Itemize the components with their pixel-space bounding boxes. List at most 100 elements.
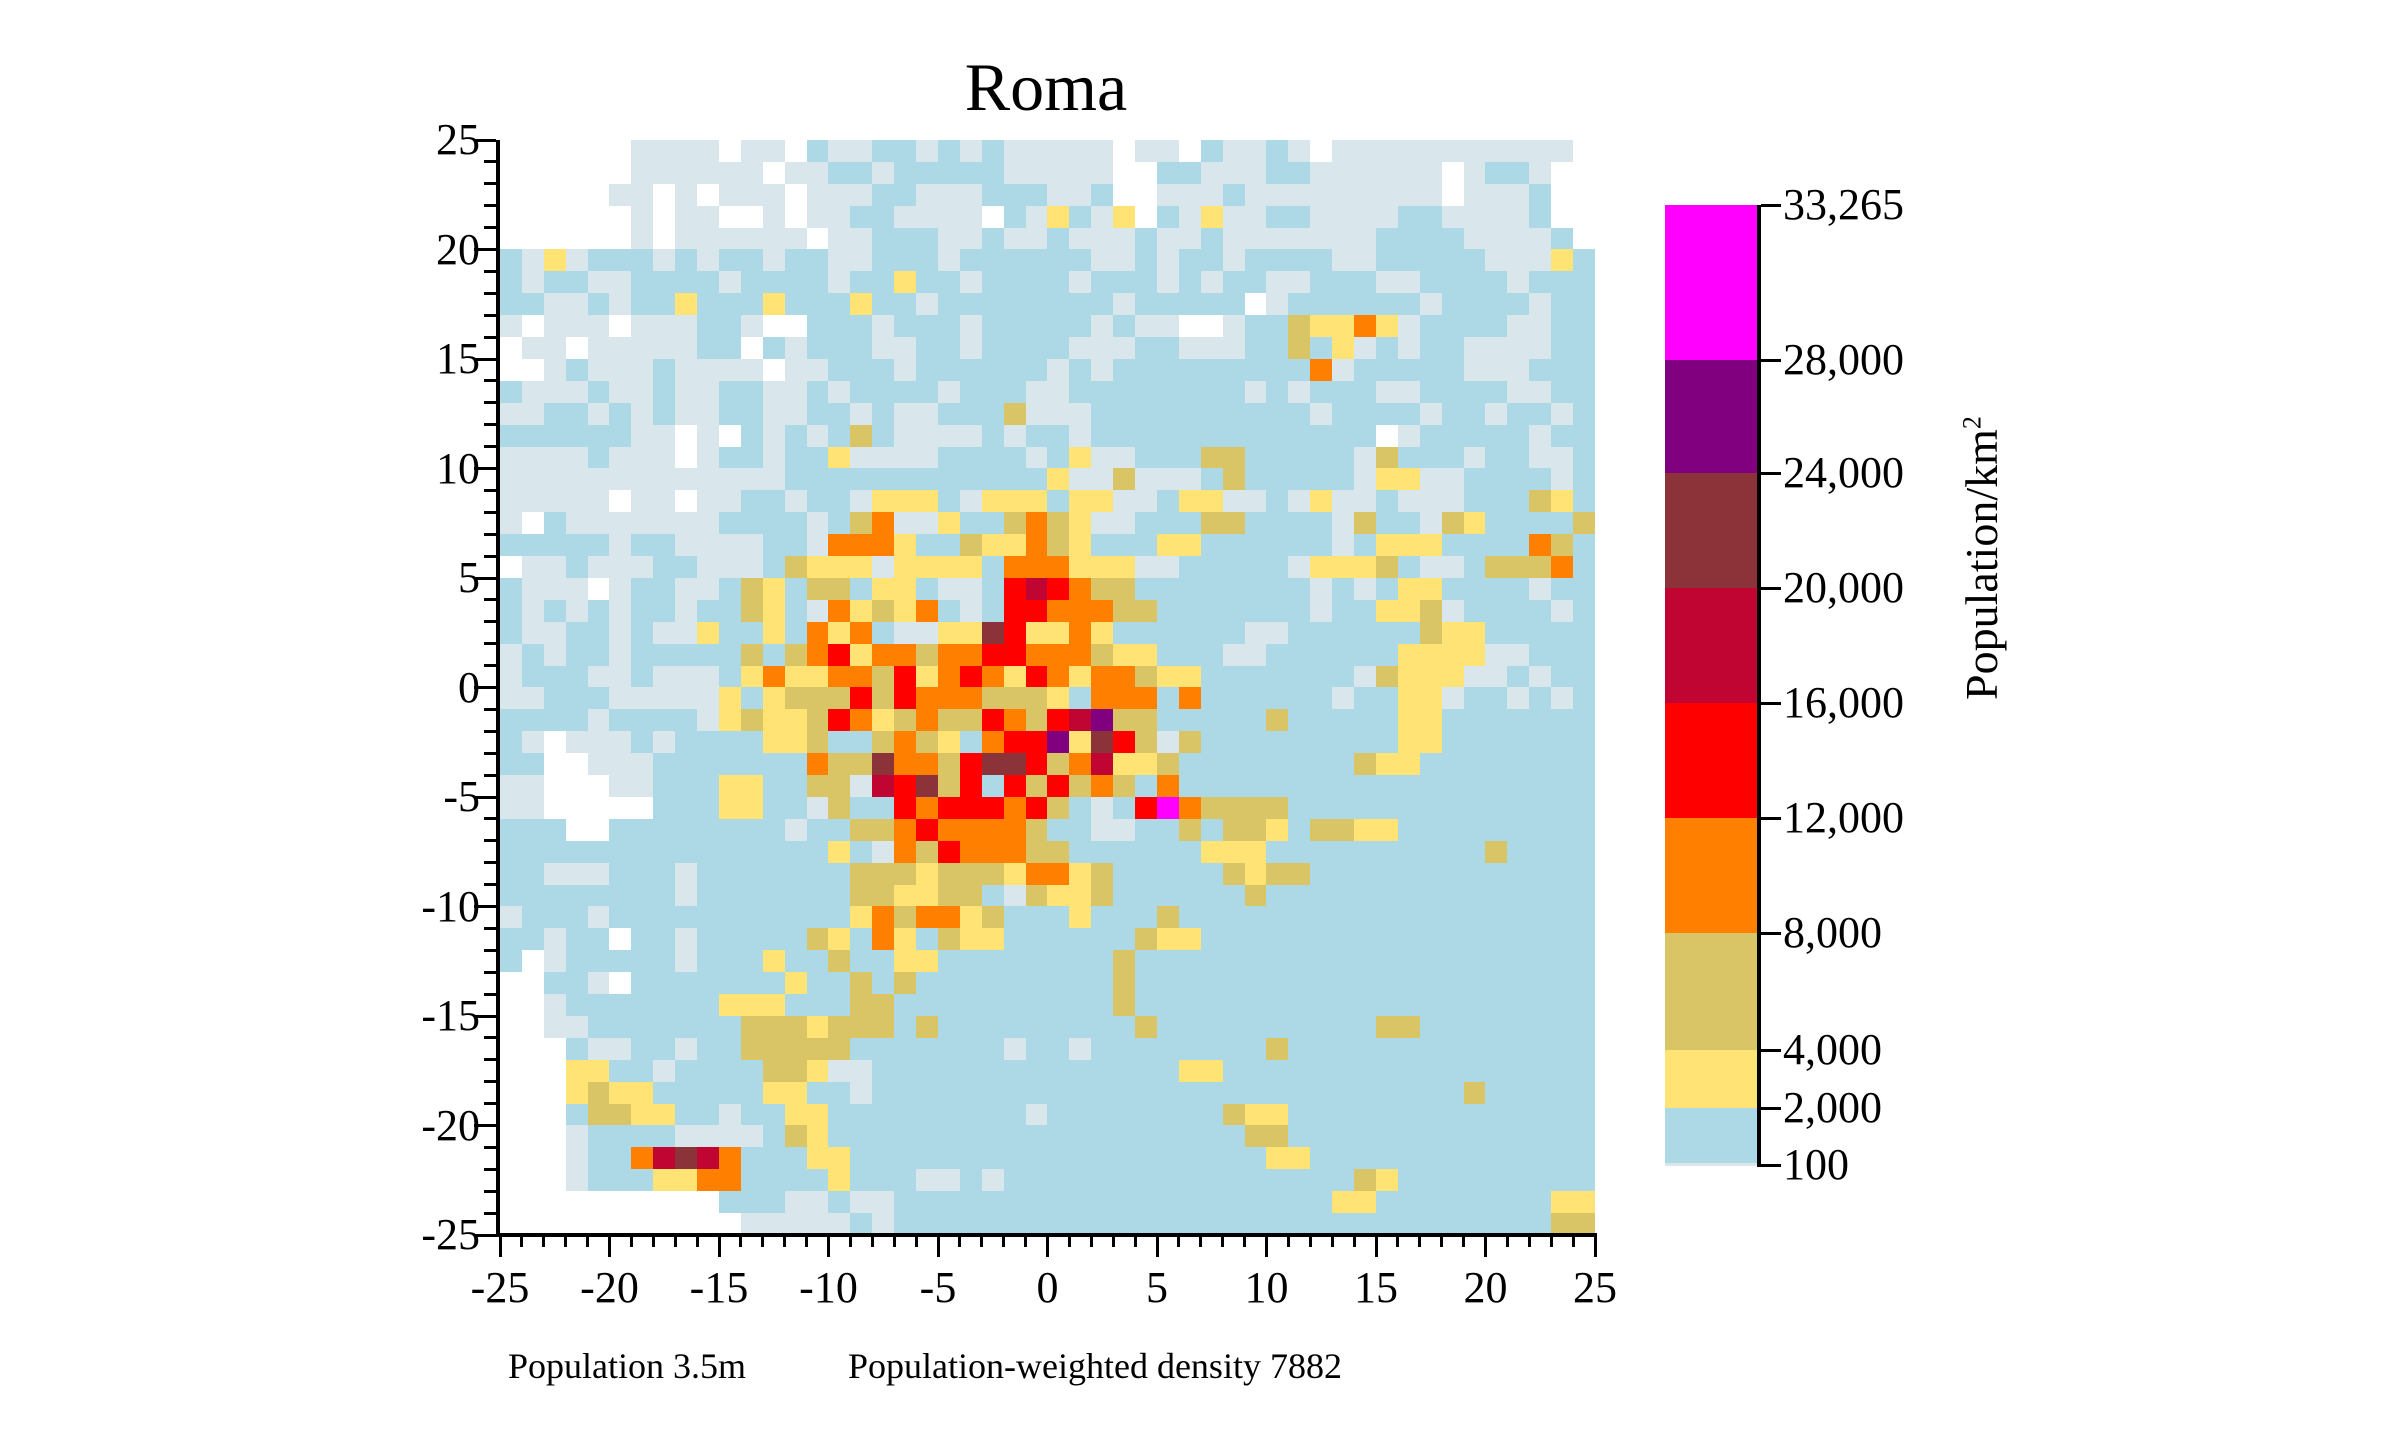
x-minor-tick xyxy=(1177,1235,1181,1247)
heatmap-cell xyxy=(1354,468,1376,491)
heatmap-cell xyxy=(1156,1037,1179,1060)
heatmap-cell xyxy=(1069,687,1092,710)
heatmap-cell xyxy=(653,183,676,206)
heatmap-cell xyxy=(1529,840,1552,863)
heatmap-cell xyxy=(894,1169,917,1192)
heatmap-cell xyxy=(1288,862,1311,885)
heatmap-cell xyxy=(718,577,741,600)
heatmap-cell xyxy=(828,205,851,228)
heatmap-cell xyxy=(937,972,960,995)
heatmap-cell xyxy=(828,1081,851,1104)
x-major-tick xyxy=(717,1235,721,1257)
heatmap-cell xyxy=(1178,183,1201,206)
heatmap-cell xyxy=(587,1213,610,1235)
heatmap-cell xyxy=(740,731,763,754)
heatmap-cell xyxy=(762,621,785,644)
heatmap-cell xyxy=(850,249,873,272)
heatmap-cell xyxy=(806,1191,829,1214)
heatmap-cell xyxy=(937,227,960,250)
heatmap-cell xyxy=(740,818,763,841)
heatmap-cell xyxy=(828,227,851,250)
heatmap-cell xyxy=(1178,1037,1201,1060)
heatmap-cell xyxy=(1288,293,1311,316)
heatmap-cell xyxy=(1156,512,1179,535)
heatmap-cell xyxy=(959,402,982,425)
heatmap-cell xyxy=(1091,972,1114,995)
heatmap-cell xyxy=(806,884,829,907)
heatmap-cell xyxy=(981,928,1004,951)
heatmap-cell xyxy=(543,818,566,841)
x-minor-tick xyxy=(1243,1235,1247,1247)
heatmap-cell xyxy=(894,731,917,754)
heatmap-cell xyxy=(1397,775,1420,797)
x-minor-tick xyxy=(651,1235,655,1247)
heatmap-cell xyxy=(675,358,698,381)
heatmap-cell xyxy=(1156,402,1179,425)
heatmap-cell xyxy=(1419,205,1442,228)
heatmap-cell xyxy=(740,161,763,184)
heatmap-cell xyxy=(806,402,829,425)
heatmap-cell xyxy=(806,621,829,644)
heatmap-cell xyxy=(718,1191,741,1214)
heatmap-cell xyxy=(1091,862,1114,885)
heatmap-cell xyxy=(1178,1015,1201,1038)
colorbar-tick-label: 12,000 xyxy=(1783,793,1904,842)
heatmap-cell xyxy=(1397,380,1420,403)
heatmap-cell xyxy=(1441,337,1464,359)
heatmap-cell xyxy=(521,227,544,250)
x-minor-tick xyxy=(1002,1235,1006,1247)
heatmap-cell xyxy=(521,928,544,951)
heatmap-cell xyxy=(1200,665,1223,688)
heatmap-cell xyxy=(653,358,676,381)
heatmap-cell xyxy=(565,775,588,797)
heatmap-cell xyxy=(1156,775,1179,797)
heatmap-cell xyxy=(565,490,588,513)
x-minor-tick xyxy=(761,1235,765,1247)
heatmap-cell xyxy=(1375,315,1398,338)
heatmap-cell xyxy=(762,358,785,381)
heatmap-cell xyxy=(1419,906,1442,929)
heatmap-cell xyxy=(697,556,719,578)
heatmap-cell xyxy=(1222,161,1245,184)
x-tick-label: 10 xyxy=(1244,1263,1289,1312)
heatmap-cell xyxy=(1244,1125,1267,1148)
heatmap-cell xyxy=(916,402,938,425)
heatmap-cell xyxy=(653,402,676,425)
heatmap-cell xyxy=(981,818,1004,841)
heatmap-cell xyxy=(1156,534,1179,557)
heatmap-cell xyxy=(1485,271,1508,294)
heatmap-cell xyxy=(1529,687,1552,710)
heatmap-cell xyxy=(762,512,785,535)
heatmap-cell xyxy=(675,709,698,732)
heatmap-cell xyxy=(1288,796,1311,819)
heatmap-cell xyxy=(1003,731,1026,754)
heatmap-cell xyxy=(1200,796,1223,819)
heatmap-cell xyxy=(850,709,873,732)
heatmap-cell xyxy=(828,599,851,622)
heatmap-cell xyxy=(872,906,895,929)
heatmap-cell xyxy=(762,1037,785,1060)
heatmap-cell xyxy=(697,928,719,951)
x-minor-tick xyxy=(1352,1235,1356,1247)
heatmap-cell xyxy=(1375,140,1398,162)
heatmap-cell xyxy=(675,577,698,600)
heatmap-cell xyxy=(1529,950,1552,973)
heatmap-cell xyxy=(1091,380,1114,403)
heatmap-cell xyxy=(718,731,741,754)
heatmap-cell xyxy=(609,775,632,797)
heatmap-cell xyxy=(740,687,763,710)
heatmap-cell xyxy=(697,1213,719,1235)
heatmap-cell xyxy=(565,315,588,338)
heatmap-cell xyxy=(1354,337,1376,359)
x-minor-tick xyxy=(673,1235,677,1247)
heatmap-cell xyxy=(959,1059,982,1082)
heatmap-cell xyxy=(1003,818,1026,841)
heatmap-cell xyxy=(1288,183,1311,206)
heatmap-cell xyxy=(981,293,1004,316)
heatmap-cell xyxy=(718,1059,741,1082)
heatmap-cell xyxy=(697,1059,719,1082)
heatmap-cell xyxy=(784,884,807,907)
heatmap-cell xyxy=(1397,140,1420,162)
y-minor-tick xyxy=(484,1080,496,1084)
heatmap-cell xyxy=(1419,1103,1442,1126)
